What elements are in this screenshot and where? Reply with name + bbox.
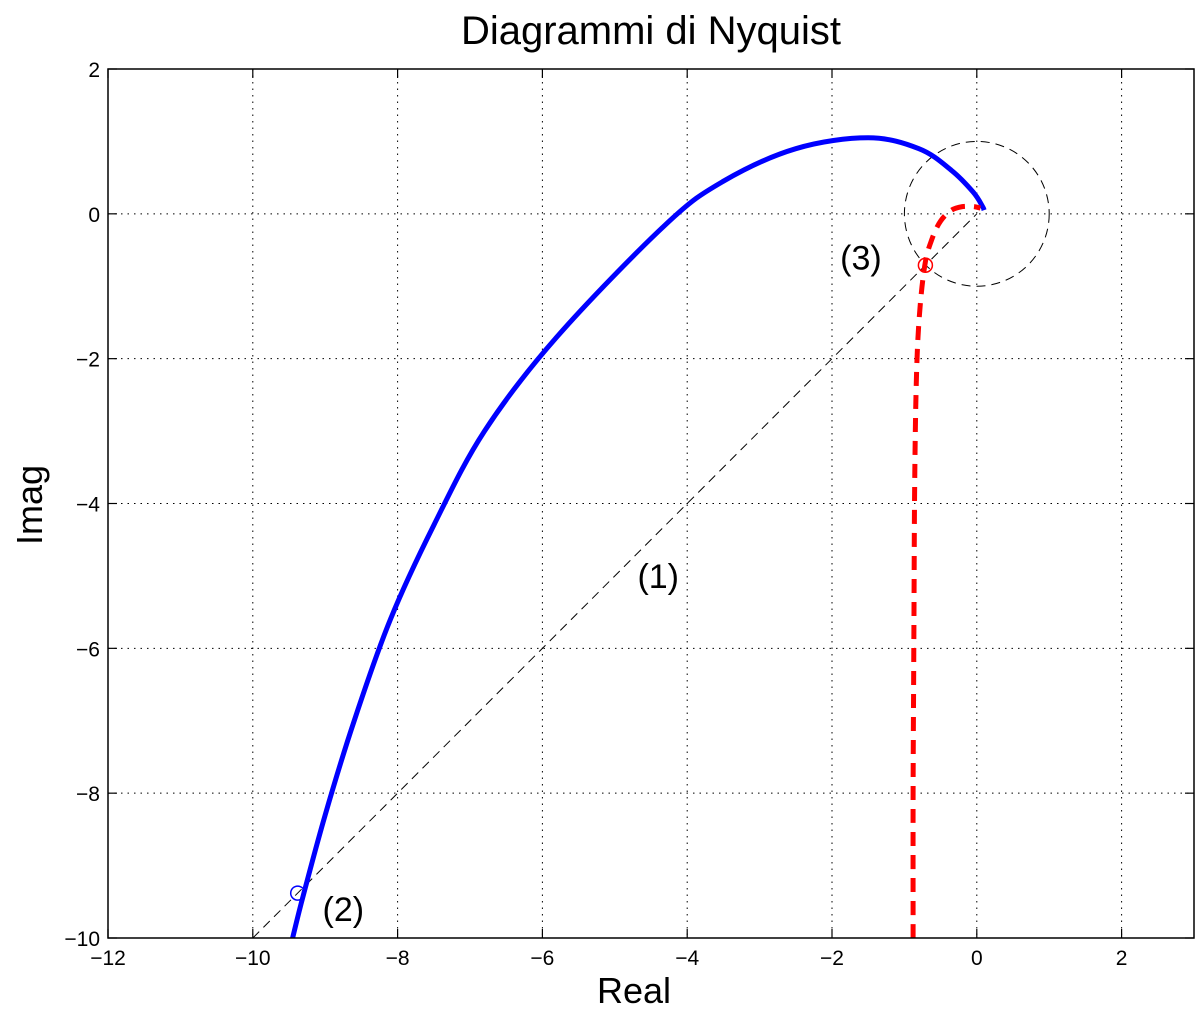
annotations-group: (1) (2) (3) (323, 239, 882, 929)
annotation-3: (3) (840, 239, 882, 277)
marker-2 (289, 885, 306, 901)
y-axis-label: Imag (9, 465, 50, 545)
series-1-line (290, 135, 987, 939)
markers-group (289, 257, 934, 901)
annotation-2: (2) (323, 891, 365, 929)
y-tick-label: −10 (64, 928, 100, 951)
y-tick-label: −4 (76, 494, 100, 517)
x-tick-label: −10 (235, 947, 271, 970)
x-tick-label: 2 (1116, 947, 1128, 970)
reference-lines (252, 140, 1050, 939)
x-tick-label: 0 (971, 947, 983, 970)
x-axis-label: Real (597, 970, 671, 1011)
series-group (290, 135, 987, 939)
series-2-line (910, 203, 981, 939)
y-tick-label: −2 (76, 349, 100, 372)
grid (108, 69, 1194, 938)
y-tick-label: 2 (88, 59, 100, 82)
y-tick-label: 0 (88, 204, 100, 227)
chart-title: Diagrammi di Nyquist (461, 9, 841, 53)
reference-line-1 (252, 213, 978, 939)
y-tick-label: −6 (76, 638, 100, 661)
x-tick-label: −6 (530, 947, 554, 970)
x-tick-label: −12 (90, 947, 126, 970)
x-tick-label: −4 (675, 947, 699, 970)
marker-3 (917, 257, 934, 273)
annotation-1: (1) (637, 558, 679, 596)
unit-circle (903, 140, 1050, 287)
x-tick-label: −2 (820, 947, 844, 970)
x-tick-label: −8 (386, 947, 410, 970)
y-tick-label: −8 (76, 783, 100, 806)
ticks-group: −12 −10 −8 −6 −4 −2 0 2−10−8−6−4−202 (64, 59, 1194, 970)
